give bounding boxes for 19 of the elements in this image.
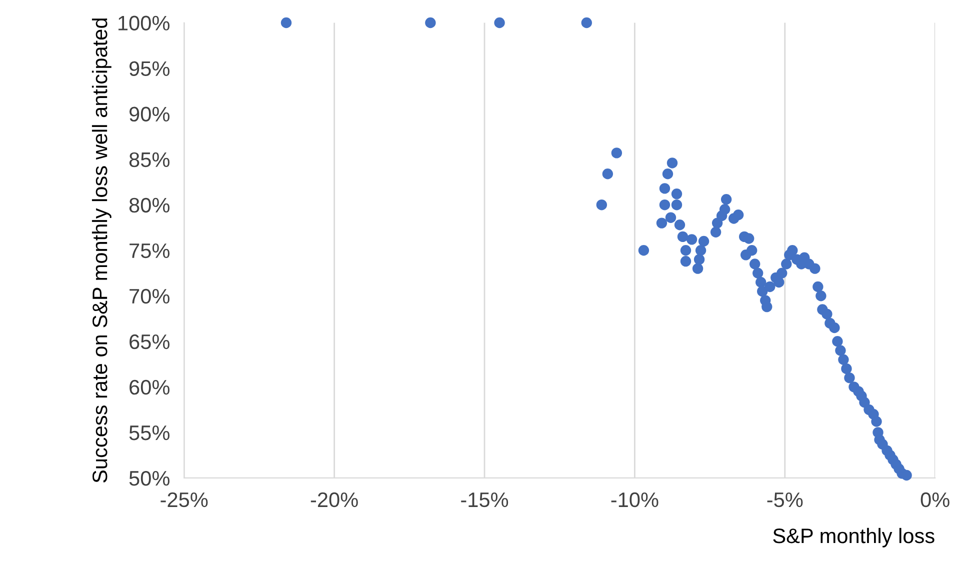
y-tick-label: 60%: [130, 380, 170, 395]
x-tick-label: -10%: [611, 492, 658, 508]
y-tick-label: 65%: [130, 334, 170, 350]
y-tick-label: 75%: [130, 243, 170, 258]
y-tick-label: 50%: [129, 470, 170, 486]
y-tick-label: 90%: [130, 106, 170, 122]
x-axis-title: S&P monthly loss: [773, 528, 934, 548]
y-tick-label: 55%: [129, 426, 170, 440]
x-tick-label: -5%: [767, 492, 803, 508]
x-tick-label: -20%: [310, 492, 358, 508]
y-tick-label: 80%: [129, 198, 170, 213]
y-tick-label: 95%: [130, 61, 170, 76]
x-tick-label: 0%: [920, 492, 950, 508]
y-tick-label: 70%: [130, 288, 170, 304]
y-axis-title: Success rate on S&P monthly loss well anticipated: [92, 18, 112, 483]
y-tick-label: 100%: [118, 16, 170, 31]
x-tick-label: -25%: [160, 492, 208, 508]
x-tick-label: -15%: [461, 492, 508, 508]
y-tick-label: 85%: [129, 152, 170, 168]
